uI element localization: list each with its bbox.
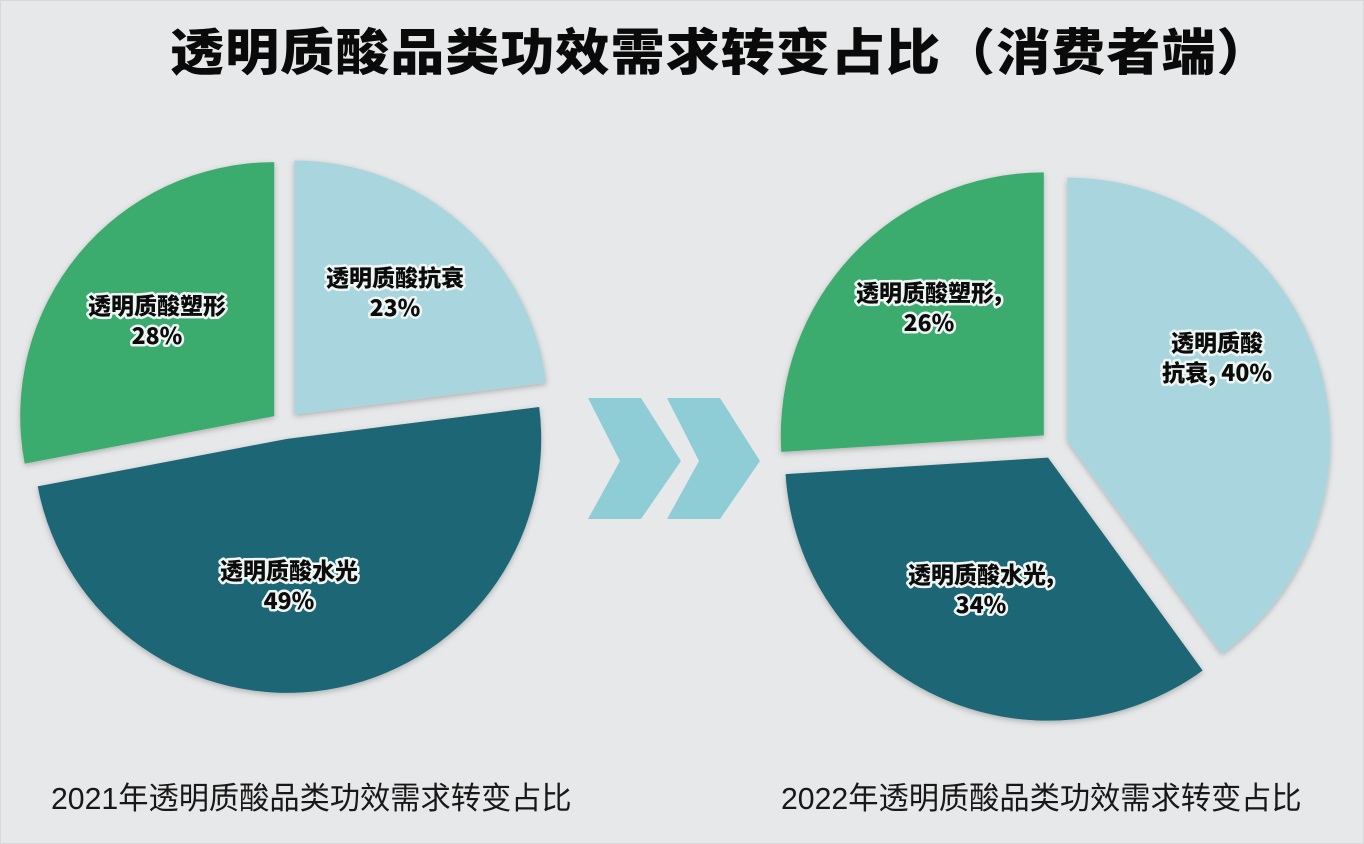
svg-text:透明质酸: 透明质酸: [1171, 324, 1263, 358]
svg-text:26%: 26%: [904, 304, 955, 338]
svg-text:透明质酸抗衰: 透明质酸抗衰: [326, 259, 464, 293]
svg-text:34%: 34%: [956, 586, 1007, 620]
svg-text:49%: 49%: [264, 582, 315, 616]
svg-text:抗衰, 40%: 抗衰, 40%: [1162, 354, 1272, 388]
svg-text:透明质酸水光: 透明质酸水光: [220, 552, 358, 586]
svg-text:透明质酸水光,: 透明质酸水光,: [908, 556, 1054, 590]
svg-text:透明质酸塑形: 透明质酸塑形: [88, 287, 226, 321]
svg-text:透明质酸塑形,: 透明质酸塑形,: [856, 274, 1002, 308]
svg-text:28%: 28%: [132, 317, 183, 351]
svg-text:23%: 23%: [370, 289, 421, 323]
